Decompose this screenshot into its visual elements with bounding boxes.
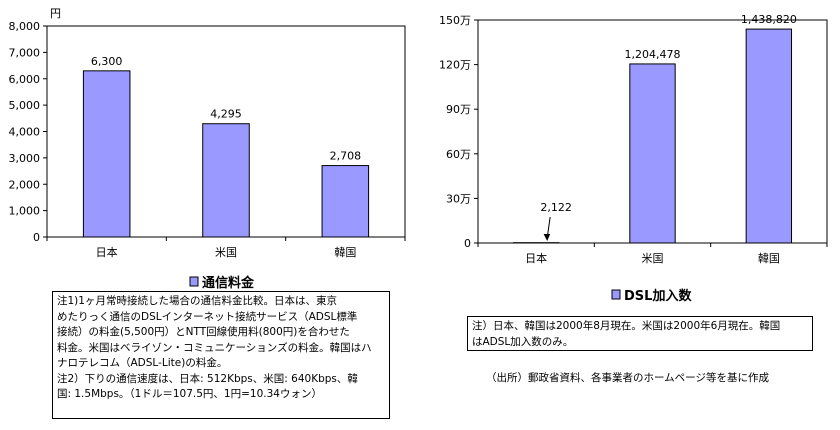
y-tick-label: 60万	[446, 148, 471, 161]
y-tick-label: 30万	[446, 192, 471, 205]
note-line: 注1)1ヶ月常時接続した場合の通信料金比較。日本は、東京	[57, 295, 337, 307]
y-tick-label: 4,000	[9, 126, 41, 139]
note-line: 国: 1.5Mbps。（1ドル＝107.5円、1円=10.34ウォン）	[57, 388, 322, 400]
bar-3	[745, 28, 793, 244]
note-line: ナロテレコム（ADSL-Lite)の料金。	[57, 357, 228, 369]
y-tick-label: 1,000	[9, 205, 41, 218]
x-tick-label: 米国	[215, 246, 237, 259]
x-tick-label: 韓国	[758, 252, 780, 265]
legend-label: 通信料金	[202, 275, 255, 290]
fee-chart: 0 1,000 2,000 3,000 4,000 5,000 6,000 7,000 8,00…	[9, 7, 406, 290]
y-tick-label: 3,000	[9, 152, 41, 165]
legend-label: DSL加入数	[624, 288, 692, 304]
dsl-chart-notes: 注）日本、韓国は2000年8月現在。米国は2000年6月現在。韓国 はADSL加…	[467, 316, 813, 351]
x-tick-label: 日本	[525, 251, 547, 265]
y-tick-label: 5,000	[9, 99, 41, 112]
note-line: はADSL加入数のみ。	[472, 335, 574, 348]
note-line: 料金。米国はベライゾン・コミュニケーションズの料金。韓国はハ	[57, 341, 372, 354]
bar-2	[629, 63, 676, 244]
note-line: 接続）の料金(5,500円）とNTT回線使用料(800円)を合わせた	[57, 326, 350, 338]
y-tick-label: 150万	[439, 14, 471, 27]
note-line: めたりっく通信のDSLインターネット接続サービス（ADSL標準	[57, 310, 358, 323]
y-tick-label: 120万	[439, 59, 471, 72]
x-tick-label: 米国	[642, 252, 664, 265]
data-label: 2,122	[540, 201, 572, 214]
y-tick-label: 7,000	[9, 46, 41, 59]
legend-swatch	[611, 289, 621, 300]
data-label: 4,295	[210, 108, 242, 121]
note-line: 注）日本、韓国は2000年8月現在。米国は2000年6月現在。韓国	[472, 320, 781, 332]
y-tick-label: 8,000	[9, 20, 41, 33]
x-tick-label: 韓国	[334, 246, 356, 259]
bar-2	[202, 123, 250, 238]
y-tick-label: 0	[464, 237, 471, 250]
data-label: 1,438,820	[741, 13, 797, 26]
x-tick-label: 日本	[96, 245, 118, 259]
y-tick-label: 2,000	[9, 178, 41, 191]
data-label: 6,300	[91, 55, 123, 68]
note-line: 注2）下りの通信速度は、日本: 512Kbps、米国: 640Kbps、韓	[57, 372, 358, 385]
fee-chart-notes: 注1)1ヶ月常時接続した場合の通信料金比較。日本は、東京 めたりっく通信のDSL…	[52, 291, 390, 419]
legend-swatch	[189, 276, 199, 287]
y-tick-label: 0	[33, 231, 40, 244]
bar-3	[321, 165, 370, 238]
y-unit-label: 円	[50, 7, 61, 20]
bar-1	[82, 70, 131, 238]
data-label: 1,204,478	[625, 48, 681, 61]
y-tick-label: 6,000	[9, 73, 41, 86]
data-label: 2,708	[330, 150, 362, 163]
y-tick-label: 90万	[446, 103, 471, 116]
source-note: （出所）郵政省資料、各事業者のホームページ等を基に作成	[486, 372, 769, 384]
data-label-arrowhead	[543, 234, 551, 241]
